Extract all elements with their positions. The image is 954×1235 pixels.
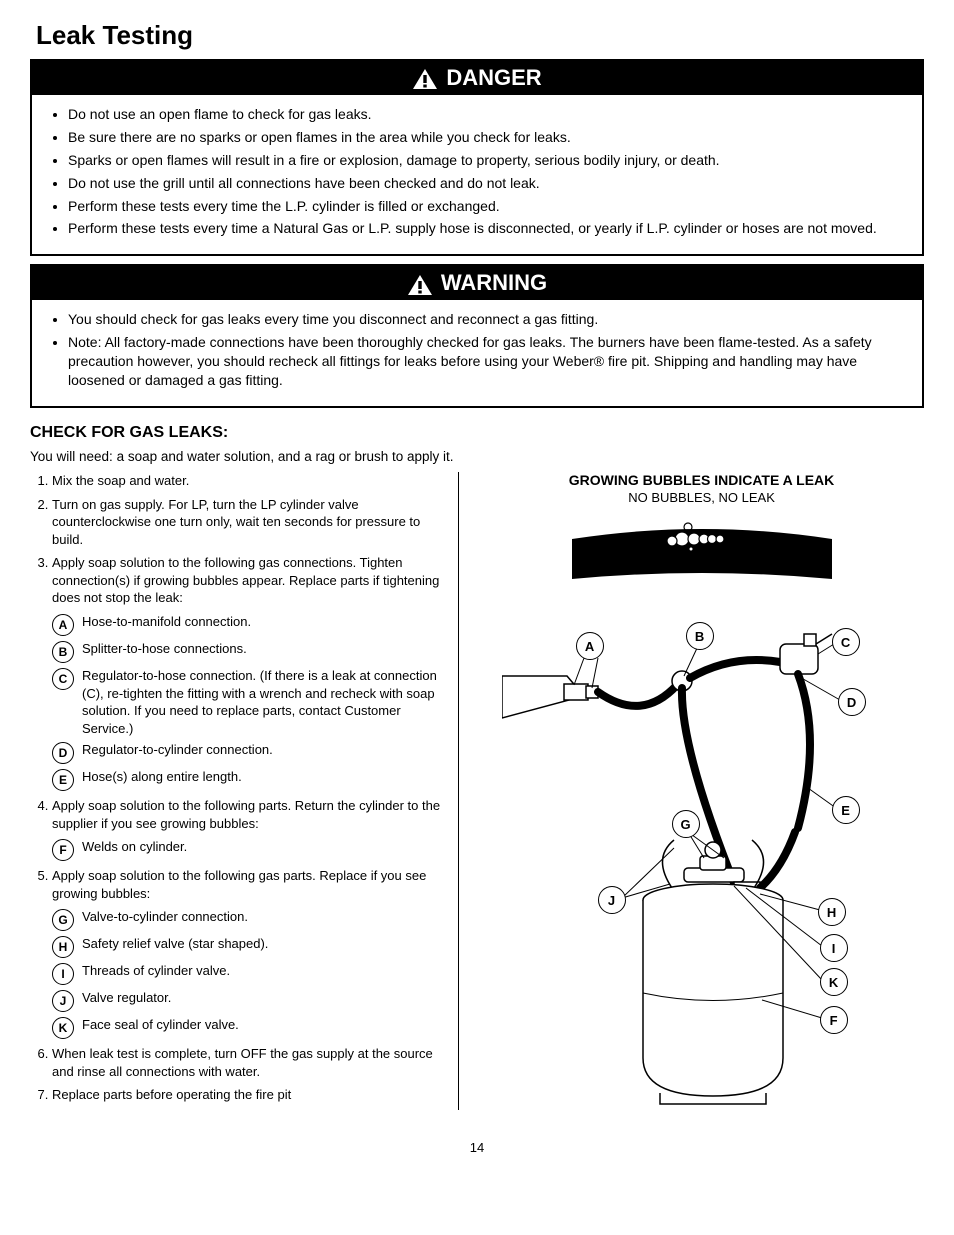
bubble-i: I	[52, 963, 74, 985]
sub-item-e: E Hose(s) along entire length.	[52, 768, 442, 791]
warning-header-text: WARNING	[441, 270, 547, 295]
page-number: 14	[30, 1140, 924, 1155]
sub-f-text: Welds on cylinder.	[82, 838, 187, 856]
step-3: Apply soap solution to the following gas…	[52, 554, 442, 791]
growing-title: GROWING BUBBLES INDICATE A LEAK	[479, 472, 924, 488]
callout-g: G	[672, 810, 700, 838]
danger-box: DANGER Do not use an open flame to check…	[30, 59, 924, 256]
sub-item-i: I Threads of cylinder valve.	[52, 962, 442, 985]
leak-check-title: CHECK FOR GAS LEAKS:	[30, 424, 924, 442]
danger-body: Do not use an open flame to check for ga…	[32, 95, 922, 254]
growing-sub: NO BUBBLES, NO LEAK	[479, 490, 924, 505]
sub-b-text: Splitter-to-hose connections.	[82, 640, 247, 658]
warning-header: WARNING	[32, 266, 922, 300]
callout-b: B	[686, 622, 714, 650]
step-5-text: Apply soap solution to the following gas…	[52, 868, 426, 901]
bubble-h: H	[52, 936, 74, 958]
gas-diagram: A B C D E G J H I K F	[502, 588, 902, 1108]
sub-e-text: Hose(s) along entire length.	[82, 768, 242, 786]
callout-c: C	[832, 628, 860, 656]
sub-item-b: B Splitter-to-hose connections.	[52, 640, 442, 663]
step-5: Apply soap solution to the following gas…	[52, 867, 442, 1039]
bubble-d: D	[52, 742, 74, 764]
danger-bullet: Perform these tests every time the L.P. …	[68, 197, 908, 216]
sub-item-h: H Safety relief valve (star shaped).	[52, 935, 442, 958]
danger-header-text: DANGER	[446, 65, 541, 90]
callout-k: K	[820, 968, 848, 996]
callout-e: E	[832, 796, 860, 824]
danger-header: DANGER	[32, 61, 922, 95]
sub-i-text: Threads of cylinder valve.	[82, 962, 230, 980]
sub-h-text: Safety relief valve (star shaped).	[82, 935, 268, 953]
danger-bullet: Perform these tests every time a Natural…	[68, 219, 908, 238]
bubble-g: G	[52, 909, 74, 931]
sub-item-c: C Regulator-to-hose connection. (If there…	[52, 667, 442, 737]
sub-item-g: G Valve-to-cylinder connection.	[52, 908, 442, 931]
right-column: GROWING BUBBLES INDICATE A LEAK NO BUBBL…	[459, 472, 924, 1110]
step-4-text: Apply soap solution to the following par…	[52, 798, 440, 831]
warning-bullet: You should check for gas leaks every tim…	[68, 310, 908, 329]
callout-f: F	[820, 1006, 848, 1034]
warning-body: You should check for gas leaks every tim…	[32, 300, 922, 406]
sub-item-k: K Face seal of cylinder valve.	[52, 1016, 442, 1039]
bubble-c: C	[52, 668, 74, 690]
step-4: Apply soap solution to the following par…	[52, 797, 442, 861]
bubble-a: A	[52, 614, 74, 636]
callout-i: I	[820, 934, 848, 962]
sub-d-text: Regulator-to-cylinder connection.	[82, 741, 273, 759]
bubble-j: J	[52, 990, 74, 1012]
danger-bullet: Be sure there are no sparks or open flam…	[68, 128, 908, 147]
sub-item-j: J Valve regulator.	[52, 989, 442, 1012]
sub-a-text: Hose-to-manifold connection.	[82, 613, 251, 631]
danger-bullet: Sparks or open flames will result in a f…	[68, 151, 908, 170]
bubble-f: F	[52, 839, 74, 861]
danger-bullet: Do not use an open flame to check for ga…	[68, 105, 908, 124]
bubbles-illustration	[572, 509, 832, 582]
sub-item-f: F Welds on cylinder.	[52, 838, 442, 861]
sub-c-text: Regulator-to-hose connection. (If there …	[82, 667, 442, 737]
step-1: Mix the soap and water.	[52, 472, 442, 490]
warning-bullet: Note: All factory-made connections have …	[68, 333, 908, 390]
alert-icon	[412, 68, 438, 90]
page-title: Leak Testing	[36, 20, 924, 51]
bubble-e: E	[52, 769, 74, 791]
callout-a: A	[576, 632, 604, 660]
callout-j: J	[598, 886, 626, 914]
bubble-k: K	[52, 1017, 74, 1039]
step-3-text: Apply soap solution to the following gas…	[52, 555, 439, 605]
warning-box: WARNING You should check for gas leaks e…	[30, 264, 924, 408]
callout-h: H	[818, 898, 846, 926]
sub-g-text: Valve-to-cylinder connection.	[82, 908, 248, 926]
sub-item-d: D Regulator-to-cylinder connection.	[52, 741, 442, 764]
danger-bullet: Do not use the grill until all connectio…	[68, 174, 908, 193]
sub-j-text: Valve regulator.	[82, 989, 171, 1007]
alert-icon	[407, 274, 433, 296]
sub-item-a: A Hose-to-manifold connection.	[52, 613, 442, 636]
callout-d: D	[838, 688, 866, 716]
bubble-b: B	[52, 641, 74, 663]
left-column: Mix the soap and water. Turn on gas supp…	[30, 472, 459, 1110]
leak-intro: You will need: a soap and water solution…	[30, 448, 924, 466]
step-7: Replace parts before operating the fire …	[52, 1086, 442, 1104]
step-2: Turn on gas supply. For LP, turn the LP …	[52, 496, 442, 549]
step-6: When leak test is complete, turn OFF the…	[52, 1045, 442, 1080]
sub-k-text: Face seal of cylinder valve.	[82, 1016, 239, 1034]
